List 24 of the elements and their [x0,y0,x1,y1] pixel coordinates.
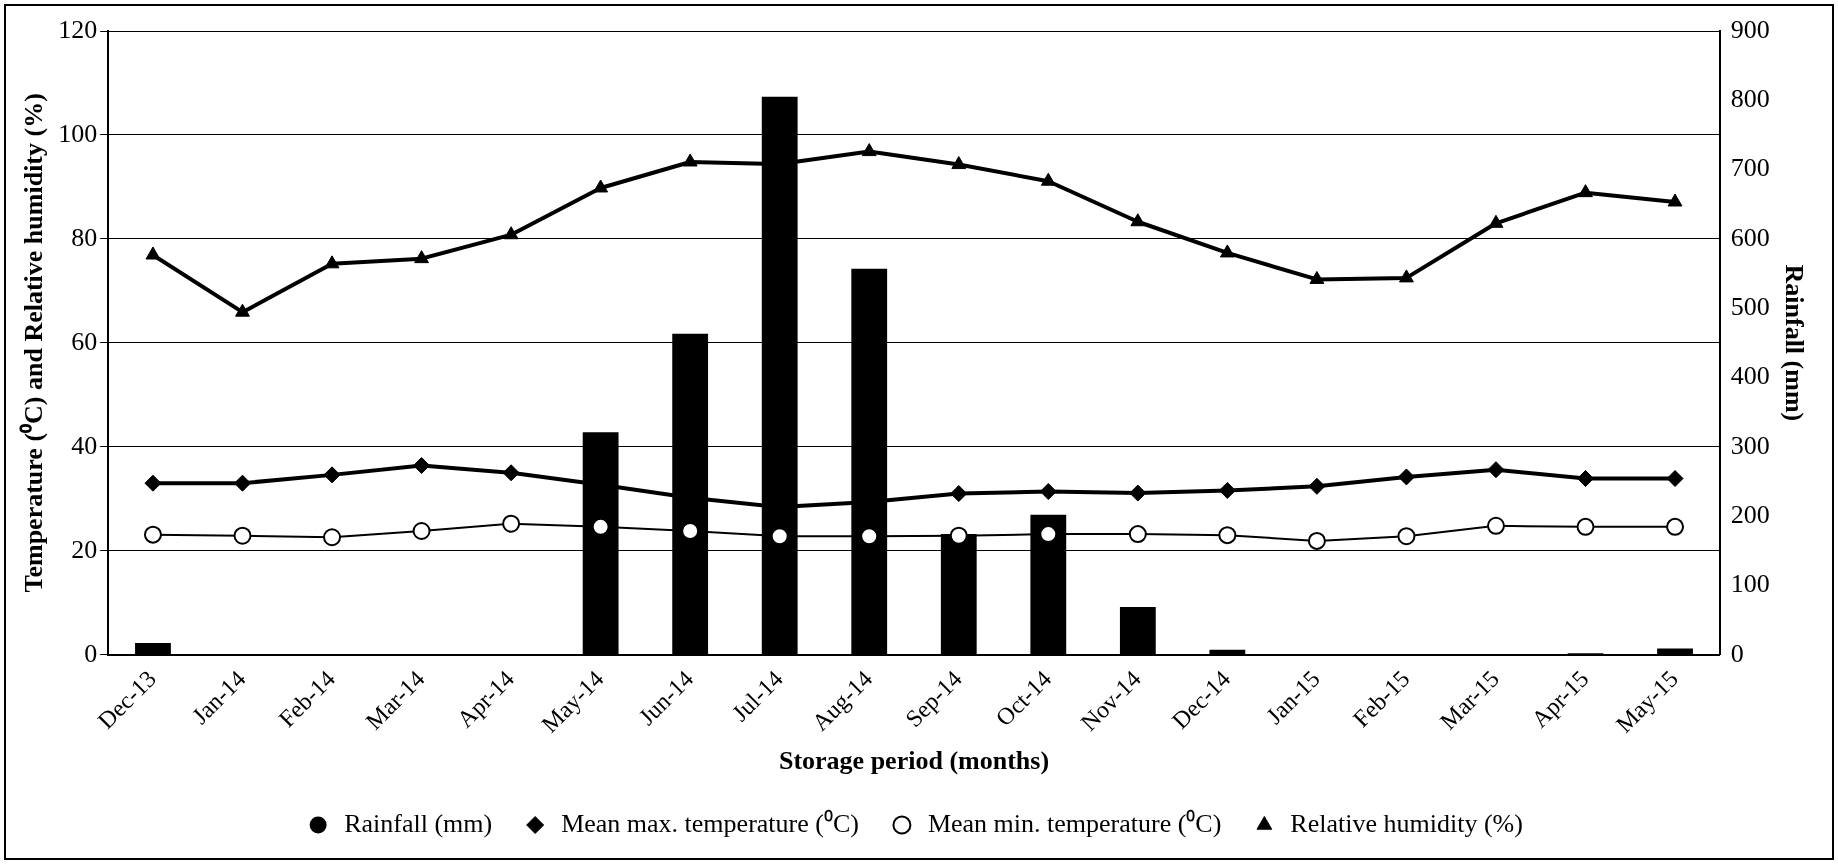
x-axis-title: Storage period (months) [778,746,1050,776]
y-tick-label: 100 [58,118,98,148]
y2-tick-label: 900 [1730,14,1770,44]
y-tick-label: 80 [71,222,98,252]
y2-tick-label: 100 [1730,569,1770,599]
y2-tick-label: 300 [1730,430,1770,460]
y2-axis-title: Rainfall (mm) [1779,264,1809,422]
y2-tick-label: 600 [1730,222,1770,252]
y-tick-label: 120 [58,14,98,44]
y2-tick-label: 200 [1730,499,1770,529]
legend-label: Mean max. temperature (⁰C) [561,808,859,838]
y2-tick-label: 700 [1730,153,1770,183]
y2-tick-label: 0 [1730,638,1744,668]
legend-label: Relative humidity (%) [1290,808,1523,838]
y-tick-label: 0 [84,638,98,668]
y-tick-label: 20 [71,534,98,564]
y-tick-label: 60 [71,326,98,356]
legend-label: Rainfall (mm) [344,808,493,838]
y2-tick-label: 800 [1730,84,1770,114]
y-axis-title: Temperature (⁰C) and Relative humidity (%) [19,93,49,593]
y-tick-label: 40 [71,430,98,460]
y2-tick-label: 500 [1730,292,1770,322]
y2-tick-label: 400 [1730,361,1770,391]
legend-label: Mean min. temperature (⁰C) [927,808,1222,838]
